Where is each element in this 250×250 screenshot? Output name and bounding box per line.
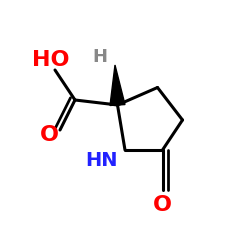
Text: O: O [153, 195, 172, 215]
Text: O: O [40, 125, 59, 145]
Text: H: H [92, 48, 108, 66]
Text: HO: HO [32, 50, 70, 70]
Polygon shape [110, 65, 125, 106]
Text: HN: HN [85, 150, 117, 170]
